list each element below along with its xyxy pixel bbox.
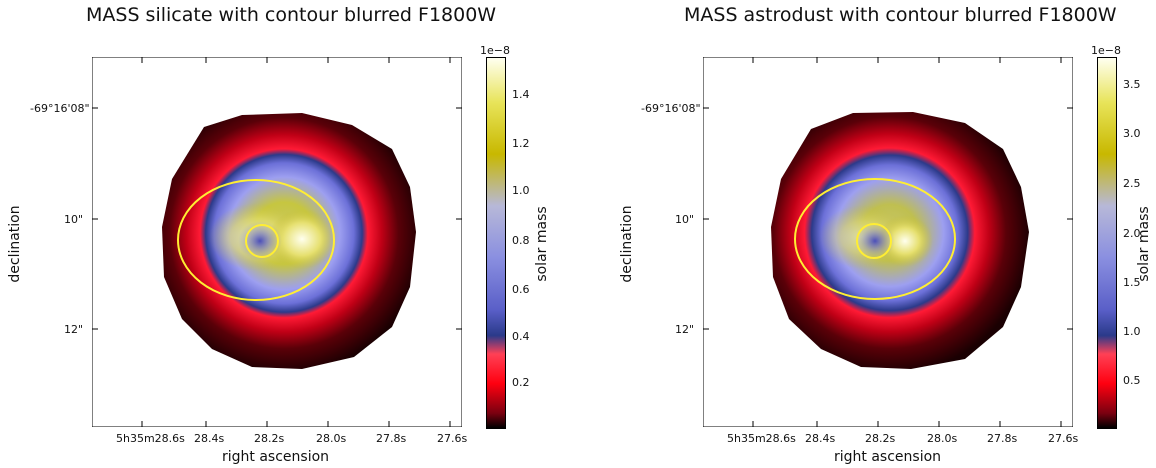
y-tick-label: 10" [675, 213, 695, 226]
x-tick-label: 28.4s [805, 432, 836, 445]
y-axis-label: declination [619, 205, 635, 283]
colorbar [486, 57, 506, 429]
colorbar-tick: 1.0 [512, 184, 530, 197]
colorbar-label: solar mass [1136, 206, 1152, 282]
panel-title: MASS astrodust with contour blurred F180… [684, 4, 1117, 26]
colorbar-tick: 1.0 [1123, 325, 1141, 338]
colorbar-tick: 3.5 [1123, 78, 1141, 91]
x-tick-label: 27.6s [1048, 432, 1079, 445]
colorbar-tick: 2.5 [1123, 177, 1141, 190]
x-tick-label: 28.4s [194, 432, 225, 445]
y-tick-label: -69°16'08" [641, 102, 701, 115]
x-axis-label: right ascension [222, 449, 330, 465]
x-tick-label: 28.0s [927, 432, 958, 445]
colorbar-tick: 0.5 [1123, 374, 1141, 387]
x-axis-label: right ascension [834, 449, 942, 465]
dust-mass-map [92, 57, 462, 427]
colorbar-label: solar mass [534, 206, 550, 282]
y-tick-label: 10" [64, 213, 84, 226]
x-tick-label: 27.8s [376, 432, 407, 445]
colorbar-exponent: 1e−8 [1091, 44, 1121, 57]
dust-mass-map [703, 57, 1073, 427]
y-tick-label: 12" [675, 323, 695, 336]
y-tick-label: 12" [64, 323, 84, 336]
colorbar-tick: 0.2 [512, 376, 530, 389]
colorbar-tick: 0.6 [512, 283, 530, 296]
colorbar-tick: 1.4 [512, 88, 530, 101]
y-tick-label: -69°16'08" [30, 102, 90, 115]
x-tick-label: 5h35m28.6s [727, 432, 796, 445]
x-tick-label: 27.8s [987, 432, 1018, 445]
colorbar-tick: 1.5 [1123, 276, 1141, 289]
x-tick-label: 28.2s [254, 432, 285, 445]
panel-title: MASS silicate with contour blurred F1800… [86, 4, 497, 26]
x-tick-label: 27.6s [437, 432, 468, 445]
x-tick-label: 5h35m28.6s [116, 432, 185, 445]
colorbar-tick: 3.0 [1123, 127, 1141, 140]
colorbar-tick: 2.0 [1123, 227, 1141, 240]
colorbar-tick: 0.8 [512, 234, 530, 247]
colorbar [1097, 57, 1117, 429]
colorbar-tick: 0.4 [512, 330, 530, 343]
colorbar-tick: 1.2 [512, 137, 530, 150]
x-tick-label: 28.2s [865, 432, 896, 445]
x-tick-label: 28.0s [316, 432, 347, 445]
y-axis-label: declination [7, 205, 23, 283]
colorbar-exponent: 1e−8 [480, 44, 510, 57]
